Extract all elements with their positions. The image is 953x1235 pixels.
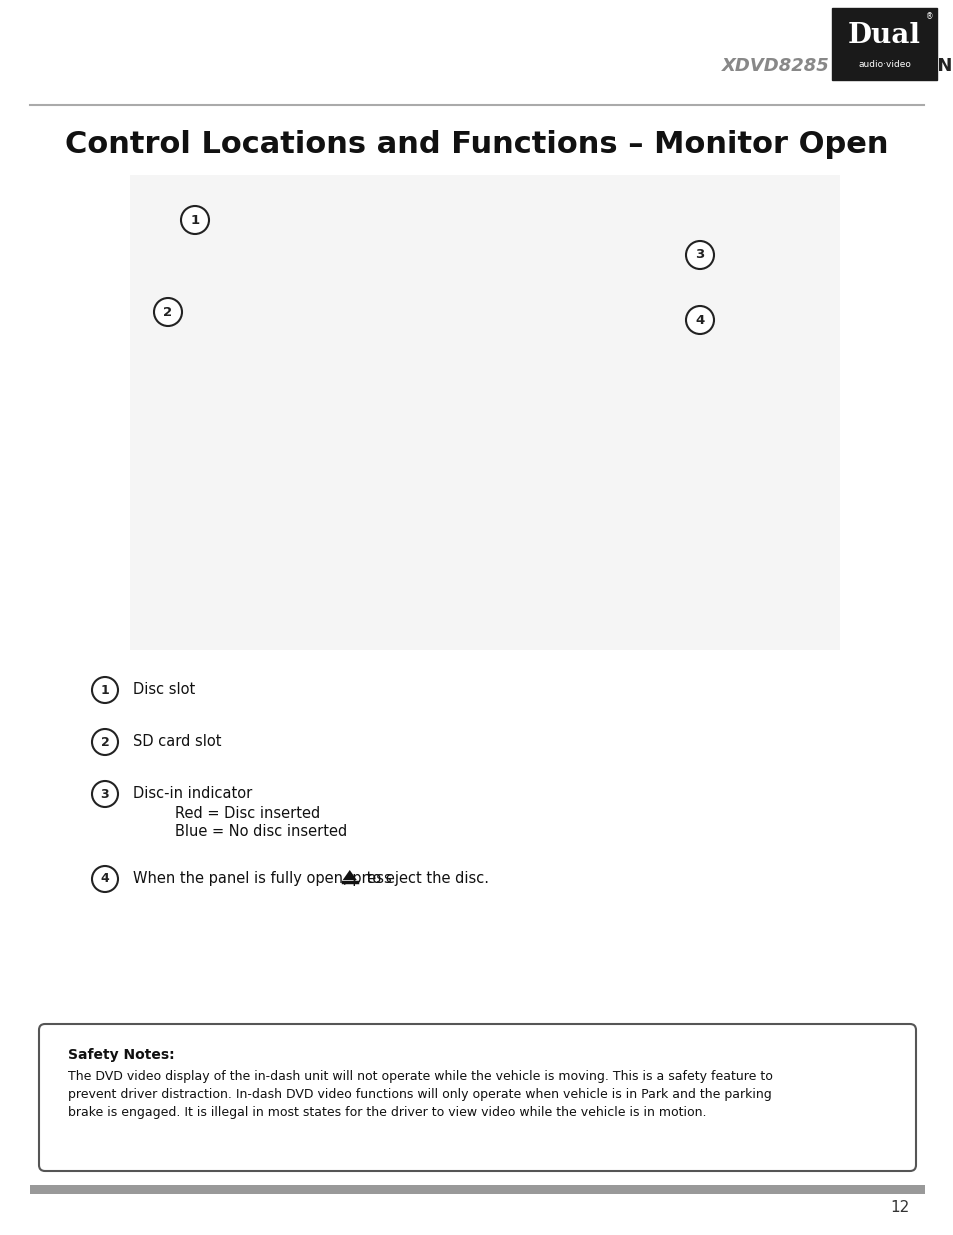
Text: 3: 3 <box>101 788 110 800</box>
FancyBboxPatch shape <box>831 7 936 80</box>
Circle shape <box>153 298 182 326</box>
Text: 1: 1 <box>191 214 199 226</box>
FancyBboxPatch shape <box>39 1024 915 1171</box>
Circle shape <box>91 729 118 755</box>
Text: 12: 12 <box>890 1200 909 1215</box>
Text: to eject the disc.: to eject the disc. <box>361 872 488 887</box>
Text: Control Locations and Functions – Monitor Open: Control Locations and Functions – Monito… <box>65 130 888 159</box>
Circle shape <box>91 781 118 806</box>
Text: Disc-in indicator: Disc-in indicator <box>132 787 252 802</box>
Text: SD card slot: SD card slot <box>132 735 221 750</box>
Circle shape <box>685 306 713 333</box>
Text: Safety Notes:: Safety Notes: <box>68 1049 174 1062</box>
Text: Blue = No disc inserted: Blue = No disc inserted <box>174 825 347 840</box>
Text: ®: ® <box>925 12 933 21</box>
Circle shape <box>91 677 118 703</box>
Bar <box>30 1186 924 1194</box>
Text: 1: 1 <box>100 683 110 697</box>
Text: 2: 2 <box>100 736 110 748</box>
Text: audio·video: audio·video <box>857 59 910 69</box>
Text: Dual: Dual <box>847 22 920 49</box>
Text: 4: 4 <box>100 872 110 885</box>
Text: 3: 3 <box>695 248 704 262</box>
Text: 2: 2 <box>163 305 172 319</box>
Circle shape <box>181 206 209 233</box>
Text: brake is engaged. It is illegal in most states for the driver to view video whil: brake is engaged. It is illegal in most … <box>68 1107 706 1119</box>
Text: 4: 4 <box>695 314 704 326</box>
Text: XDVD8285: XDVD8285 <box>721 57 829 75</box>
Text: The DVD video display of the in-dash unit will not operate while the vehicle is : The DVD video display of the in-dash uni… <box>68 1070 772 1083</box>
Text: Red = Disc inserted: Red = Disc inserted <box>174 806 320 821</box>
Polygon shape <box>342 869 356 881</box>
Text: OPERATION: OPERATION <box>829 57 951 75</box>
Circle shape <box>91 866 118 892</box>
Bar <box>130 175 840 650</box>
Text: prevent driver distraction. In-dash DVD video functions will only operate when v: prevent driver distraction. In-dash DVD … <box>68 1088 771 1100</box>
Text: When the panel is fully open, press: When the panel is fully open, press <box>132 872 392 887</box>
Circle shape <box>685 241 713 269</box>
Text: Disc slot: Disc slot <box>132 683 195 698</box>
